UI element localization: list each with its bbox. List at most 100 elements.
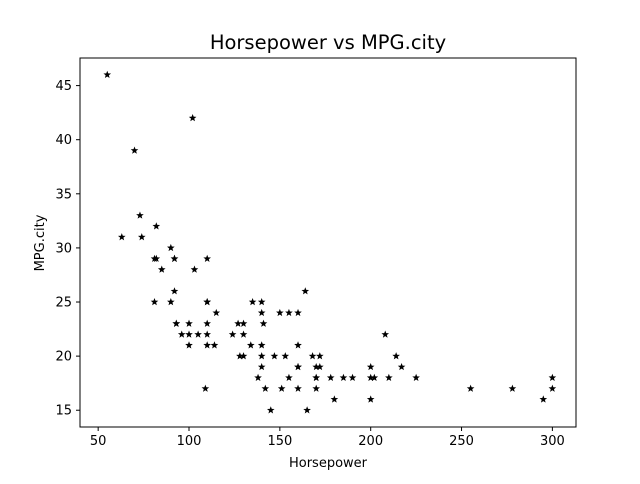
data-point-star: [234, 319, 242, 327]
data-point-star: [203, 254, 211, 262]
data-point-star: [257, 352, 266, 360]
x-tick-label: 50: [90, 434, 107, 449]
data-point-star: [285, 308, 293, 317]
plot-area-frame: [79, 57, 577, 428]
data-point-star: [270, 352, 279, 360]
data-point-star: [246, 341, 255, 349]
data-point-star: [281, 352, 290, 360]
data-point-star: [130, 146, 139, 154]
data-point-star: [152, 222, 161, 230]
data-point-star: [330, 395, 339, 403]
y-tick-label: 25: [55, 296, 72, 311]
x-tick-label: 100: [177, 434, 202, 449]
data-point-star: [285, 373, 293, 381]
data-point-star: [412, 373, 420, 381]
data-point-star: [103, 70, 112, 79]
x-tick-label: 300: [540, 434, 565, 449]
data-point-star: [266, 406, 275, 414]
data-point-star: [257, 362, 266, 371]
data-point-star: [239, 319, 248, 327]
data-point-star: [185, 319, 193, 327]
data-point-star: [392, 352, 400, 360]
data-point-star: [210, 341, 219, 349]
data-point-star: [259, 319, 268, 327]
y-axis-label: MPG.city: [33, 214, 48, 271]
y-axis-ticks: 15 20 25 30 35 40 45: [55, 79, 80, 419]
data-point-star: [261, 384, 270, 392]
data-point-star: [185, 341, 193, 349]
data-point-star: [397, 362, 406, 371]
data-point-star: [508, 384, 517, 392]
data-point-star: [316, 362, 324, 371]
y-tick-label: 35: [55, 187, 72, 202]
data-point-star: [539, 395, 548, 403]
data-point-star: [136, 211, 144, 219]
data-point-star: [257, 308, 266, 317]
data-point-star: [228, 330, 237, 338]
data-point-star: [203, 330, 211, 338]
data-point-star: [254, 373, 262, 381]
data-point-star: [294, 341, 302, 349]
data-point-star: [248, 298, 257, 306]
data-point-star: [239, 330, 248, 338]
data-point-star: [326, 373, 335, 381]
x-tick-label: 150: [267, 434, 292, 449]
data-point-star: [381, 330, 390, 338]
data-point-star: [177, 330, 186, 338]
x-axis-label: Horsepower: [289, 456, 368, 471]
data-point-star: [203, 341, 211, 349]
data-point-star: [257, 341, 266, 349]
x-tick-label: 200: [358, 434, 383, 449]
data-point-star: [276, 308, 284, 317]
data-point-star: [301, 287, 310, 295]
data-point-star: [170, 254, 179, 262]
data-point-star: [190, 265, 199, 273]
data-point-star: [212, 308, 221, 317]
data-point-star: [294, 308, 302, 317]
data-point-star: [203, 298, 211, 306]
data-point-star: [316, 352, 324, 360]
data-point-star: [152, 254, 161, 262]
data-point-star: [201, 384, 210, 392]
data-point-star: [366, 362, 375, 371]
data-point-star: [366, 373, 375, 381]
data-point-star: [157, 265, 166, 273]
data-point-star: [348, 373, 357, 381]
data-point-star: [385, 373, 393, 381]
data-point-star: [339, 373, 348, 381]
data-point-star: [277, 384, 286, 392]
x-tick-label: 250: [449, 434, 474, 449]
data-point-star: [370, 373, 379, 381]
data-point-star: [303, 406, 311, 414]
data-points: [103, 70, 557, 414]
data-point-star: [308, 352, 317, 360]
chart-title: Horsepower vs MPG.city: [210, 31, 446, 54]
data-point-star: [150, 298, 159, 306]
data-point-star: [170, 287, 179, 295]
data-point-star: [294, 362, 302, 371]
data-point-star: [312, 373, 320, 381]
data-point-star: [312, 384, 320, 392]
data-point-star: [239, 352, 248, 360]
y-tick-label: 30: [55, 241, 72, 256]
y-tick-label: 40: [55, 133, 72, 148]
y-tick-label: 45: [55, 79, 72, 94]
x-axis-ticks: 50 100 150 200 250 300: [90, 427, 565, 449]
data-point-star: [294, 384, 302, 392]
data-point-star: [257, 298, 266, 306]
data-point-star: [366, 395, 375, 403]
data-point-star: [312, 362, 320, 371]
y-tick-label: 20: [55, 350, 72, 365]
data-point-star: [466, 384, 475, 392]
data-point-star: [188, 114, 197, 122]
data-point-star: [185, 330, 193, 338]
data-point-star: [203, 319, 211, 327]
data-point-star: [548, 373, 557, 381]
data-point-star: [117, 233, 126, 241]
data-point-star: [137, 233, 146, 241]
data-point-star: [167, 298, 175, 306]
data-point-star: [194, 330, 202, 338]
